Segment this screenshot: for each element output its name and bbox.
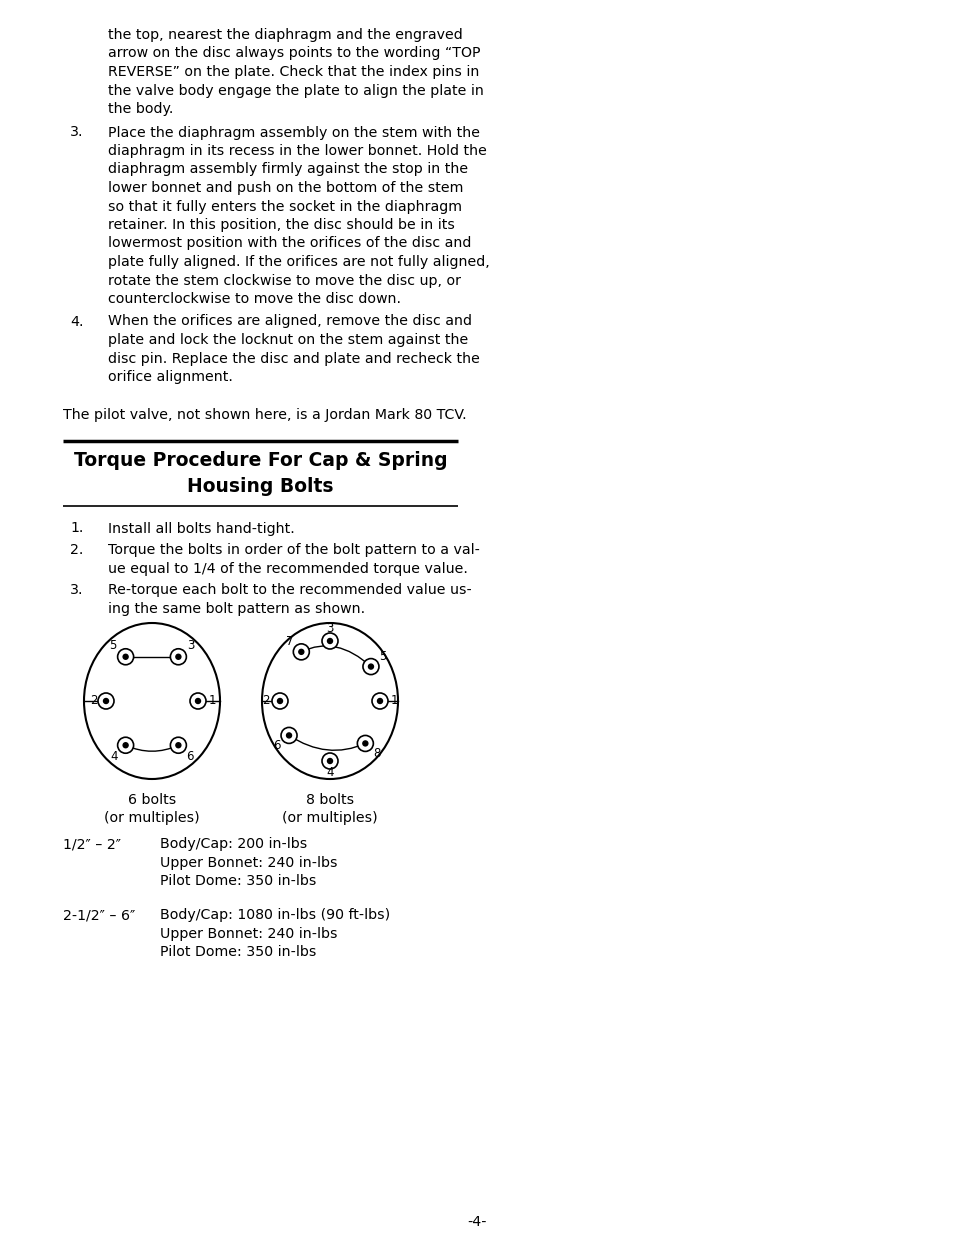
Text: ue equal to 1/4 of the recommended torque value.: ue equal to 1/4 of the recommended torqu… [108, 562, 467, 576]
Text: Re-torque each bolt to the recommended value us-: Re-torque each bolt to the recommended v… [108, 583, 471, 597]
Text: -4-: -4- [467, 1215, 486, 1229]
Circle shape [327, 758, 333, 763]
Circle shape [357, 735, 373, 751]
Circle shape [293, 643, 309, 659]
Circle shape [103, 699, 109, 704]
Text: Upper Bonnet: 240 in-lbs: Upper Bonnet: 240 in-lbs [160, 856, 337, 869]
Text: so that it fully enters the socket in the diaphragm: so that it fully enters the socket in th… [108, 200, 461, 214]
Circle shape [123, 742, 128, 747]
Text: 6: 6 [273, 739, 280, 752]
Circle shape [190, 693, 206, 709]
Text: 1: 1 [390, 694, 397, 708]
Text: lowermost position with the orifices of the disc and: lowermost position with the orifices of … [108, 236, 471, 251]
Circle shape [123, 655, 128, 659]
Text: 6: 6 [186, 750, 193, 763]
Text: arrow on the disc always points to the wording “TOP: arrow on the disc always points to the w… [108, 47, 480, 61]
Circle shape [117, 648, 133, 664]
Circle shape [362, 658, 378, 674]
Text: lower bonnet and push on the bottom of the stem: lower bonnet and push on the bottom of t… [108, 182, 463, 195]
Text: 7: 7 [285, 635, 293, 648]
Text: Upper Bonnet: 240 in-lbs: Upper Bonnet: 240 in-lbs [160, 927, 337, 941]
Text: 3.: 3. [70, 126, 84, 140]
Circle shape [322, 634, 337, 650]
Text: the valve body engage the plate to align the plate in: the valve body engage the plate to align… [108, 84, 483, 98]
Text: 3.: 3. [70, 583, 84, 597]
Circle shape [372, 693, 388, 709]
Text: (or multiples): (or multiples) [282, 811, 377, 825]
Text: plate and lock the locknut on the stem against the: plate and lock the locknut on the stem a… [108, 333, 468, 347]
Text: 5: 5 [379, 650, 386, 663]
Circle shape [286, 732, 292, 739]
Text: disc pin. Replace the disc and plate and recheck the: disc pin. Replace the disc and plate and… [108, 352, 479, 366]
Circle shape [98, 693, 113, 709]
Text: plate fully aligned. If the orifices are not fully aligned,: plate fully aligned. If the orifices are… [108, 254, 489, 269]
Circle shape [327, 638, 333, 643]
Text: 4: 4 [326, 767, 334, 779]
Text: Housing Bolts: Housing Bolts [187, 477, 334, 495]
Text: 2-1/2″ – 6″: 2-1/2″ – 6″ [63, 909, 135, 923]
Circle shape [175, 742, 181, 747]
Text: 1: 1 [208, 694, 215, 708]
Text: 1/2″ – 2″: 1/2″ – 2″ [63, 837, 121, 851]
Text: diaphragm in its recess in the lower bonnet. Hold the: diaphragm in its recess in the lower bon… [108, 144, 486, 158]
Text: The pilot valve, not shown here, is a Jordan Mark 80 TCV.: The pilot valve, not shown here, is a Jo… [63, 409, 466, 422]
Text: REVERSE” on the plate. Check that the index pins in: REVERSE” on the plate. Check that the in… [108, 65, 478, 79]
Text: Torque Procedure For Cap & Spring: Torque Procedure For Cap & Spring [73, 451, 447, 469]
Text: the body.: the body. [108, 103, 173, 116]
Text: 5: 5 [109, 640, 116, 652]
Text: orifice alignment.: orifice alignment. [108, 370, 233, 384]
Circle shape [377, 699, 382, 704]
Text: Body/Cap: 200 in-lbs: Body/Cap: 200 in-lbs [160, 837, 307, 851]
Text: 2: 2 [91, 694, 97, 708]
Text: When the orifices are aligned, remove the disc and: When the orifices are aligned, remove th… [108, 315, 472, 329]
Circle shape [298, 650, 303, 655]
Circle shape [175, 655, 181, 659]
Text: diaphragm assembly firmly against the stop in the: diaphragm assembly firmly against the st… [108, 163, 468, 177]
Text: 4: 4 [111, 750, 118, 763]
Circle shape [171, 737, 186, 753]
Text: 2: 2 [262, 694, 270, 708]
Circle shape [322, 753, 337, 769]
Circle shape [277, 699, 282, 704]
Text: 3: 3 [187, 640, 193, 652]
Text: 3: 3 [326, 622, 334, 636]
Text: Install all bolts hand-tight.: Install all bolts hand-tight. [108, 521, 294, 536]
Text: Pilot Dome: 350 in-lbs: Pilot Dome: 350 in-lbs [160, 946, 316, 960]
Text: 8 bolts: 8 bolts [306, 793, 354, 806]
Text: (or multiples): (or multiples) [104, 811, 199, 825]
Text: 1.: 1. [70, 521, 83, 536]
Text: counterclockwise to move the disc down.: counterclockwise to move the disc down. [108, 291, 400, 306]
Text: 2.: 2. [70, 543, 83, 557]
Circle shape [281, 727, 296, 743]
Circle shape [368, 664, 373, 669]
Text: Body/Cap: 1080 in-lbs (90 ft-lbs): Body/Cap: 1080 in-lbs (90 ft-lbs) [160, 909, 390, 923]
Text: 8: 8 [374, 747, 380, 760]
Circle shape [272, 693, 288, 709]
Text: ing the same bolt pattern as shown.: ing the same bolt pattern as shown. [108, 601, 365, 615]
Circle shape [117, 737, 133, 753]
Text: Pilot Dome: 350 in-lbs: Pilot Dome: 350 in-lbs [160, 874, 316, 888]
Circle shape [362, 741, 368, 746]
Text: Place the diaphragm assembly on the stem with the: Place the diaphragm assembly on the stem… [108, 126, 479, 140]
Circle shape [171, 648, 186, 664]
Text: Torque the bolts in order of the bolt pattern to a val-: Torque the bolts in order of the bolt pa… [108, 543, 479, 557]
Text: 4.: 4. [70, 315, 84, 329]
Text: rotate the stem clockwise to move the disc up, or: rotate the stem clockwise to move the di… [108, 273, 460, 288]
Text: the top, nearest the diaphragm and the engraved: the top, nearest the diaphragm and the e… [108, 28, 462, 42]
Text: 6 bolts: 6 bolts [128, 793, 176, 806]
Text: retainer. In this position, the disc should be in its: retainer. In this position, the disc sho… [108, 219, 455, 232]
Circle shape [195, 699, 200, 704]
